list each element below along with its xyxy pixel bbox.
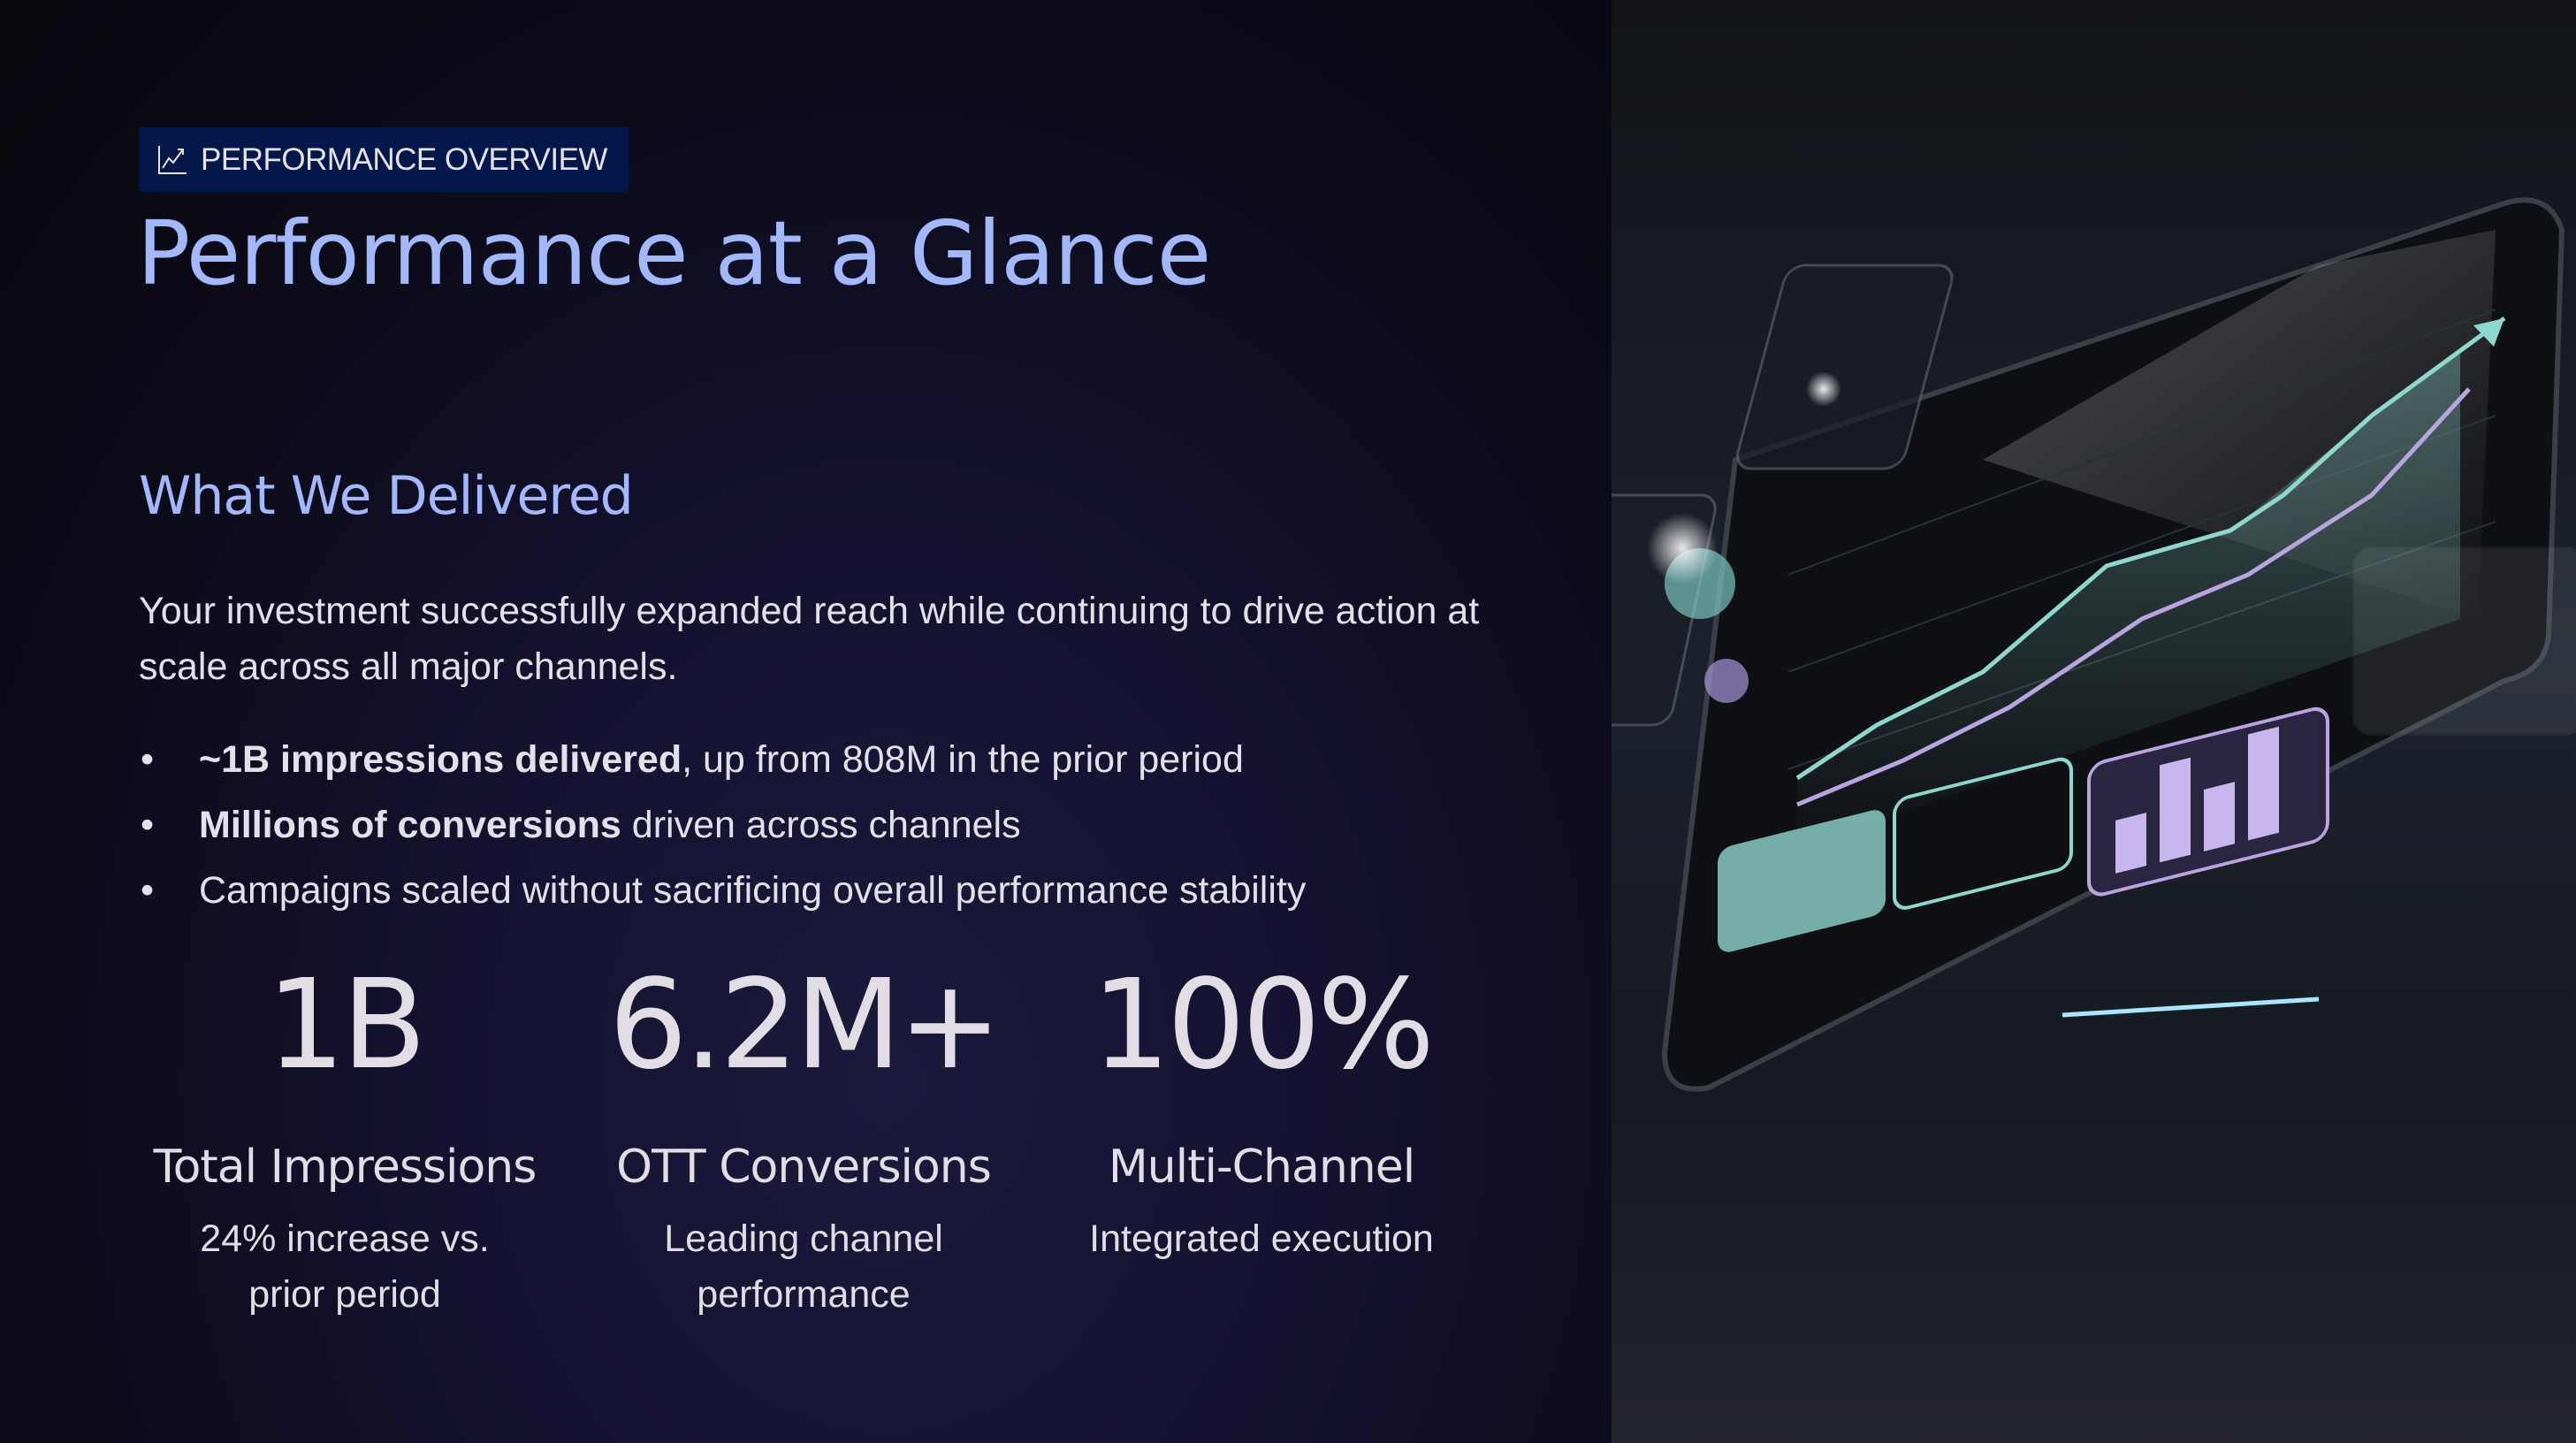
stat-label: Multi-Channel: [1108, 1141, 1415, 1194]
page-title: Performance at a Glance: [137, 202, 1211, 305]
stat-label: Total Impressions: [153, 1141, 537, 1194]
hero-image: [1612, 0, 2576, 1443]
stat-total-impressions: 1B Total Impressions 24% increase vs. pr…: [124, 955, 566, 1323]
stat-value: 6.2M+: [608, 953, 1002, 1097]
dashboard-illustration: [1612, 0, 2576, 1443]
bullet-icon: •: [141, 869, 155, 912]
section-badge: PERFORMANCE OVERVIEW: [139, 127, 629, 192]
list-item: • Campaigns scaled without sacrificing ov…: [139, 860, 1306, 926]
stat-description: 24% increase vs. prior period: [200, 1218, 490, 1316]
stat-label: OTT Conversions: [616, 1141, 992, 1194]
stat-value: 1B: [266, 953, 426, 1097]
highlights-list: • ~1B impressions delivered, up from 808M…: [139, 729, 1306, 926]
content-panel: PERFORMANCE OVERVIEW Performance at a Gl…: [0, 0, 1612, 1443]
stat-value: 100%: [1091, 953, 1435, 1097]
lead-paragraph: Your investment successfully expanded re…: [139, 590, 1480, 688]
bullet-text: driven across channels: [621, 804, 1021, 846]
stat-ott-conversions: 6.2M+ OTT Conversions Leading channel pe…: [583, 955, 1025, 1323]
stat-description: Integrated execution: [1089, 1218, 1434, 1260]
bullet-icon: •: [141, 738, 155, 781]
bullet-bold: Millions of conversions: [199, 804, 621, 846]
list-item: • Millions of conversions driven across c…: [139, 795, 1306, 860]
bullet-icon: •: [141, 804, 155, 846]
badge-label: PERFORMANCE OVERVIEW: [201, 141, 607, 177]
bullet-text: , up from 808M in the prior period: [682, 738, 1244, 781]
section-heading: What We Delivered: [139, 465, 634, 527]
trending-chart-icon: [158, 145, 187, 174]
list-item: • ~1B impressions delivered, up from 808M…: [139, 729, 1306, 795]
bullet-bold: ~1B impressions delivered: [199, 738, 682, 781]
stat-description: Leading channel performance: [664, 1218, 943, 1316]
stat-multi-channel: 100% Multi-Channel Integrated execution: [1040, 955, 1482, 1267]
bullet-text: Campaigns scaled without sacrificing ove…: [199, 869, 1307, 912]
